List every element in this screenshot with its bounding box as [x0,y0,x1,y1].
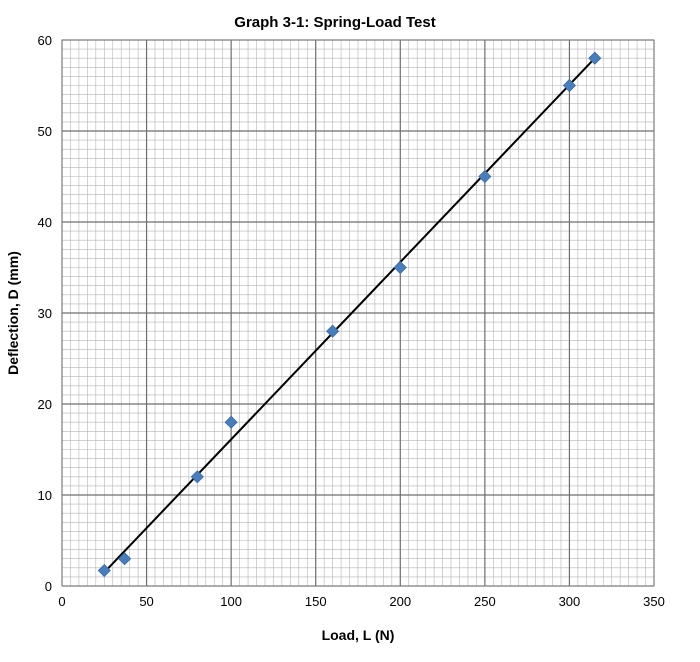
chart-title: Graph 3-1: Spring-Load Test [234,14,435,31]
x-tick-label: 300 [559,594,581,609]
y-tick-label: 10 [38,488,52,503]
y-tick-label: 30 [38,306,52,321]
data-point [478,169,492,184]
data-point [118,552,132,566]
x-tick-label: 0 [58,594,65,609]
x-axis-label: Load, L (N) [322,627,395,643]
data-point [190,470,204,484]
x-tick-label: 250 [474,594,496,609]
y-tick-label: 40 [38,215,52,230]
y-tick-label: 60 [38,33,52,48]
trendline [103,57,596,574]
y-tick-label: 20 [38,397,52,412]
x-tick-label: 50 [139,594,153,609]
y-tick-labels: 0 10 20 30 40 50 60 [38,33,52,594]
x-tick-label: 200 [389,594,411,609]
y-tick-label: 0 [45,579,52,594]
data-points [97,51,602,578]
data-point [326,324,340,338]
data-point [224,415,238,429]
data-point [393,260,407,275]
x-tick-label: 150 [305,594,327,609]
data-point [97,563,111,578]
data-point [588,51,602,65]
data-point [562,78,576,93]
plot-border [61,39,655,587]
x-tick-label: 100 [220,594,242,609]
y-axis-label: Deflection, D (mm) [5,251,21,375]
x-tick-labels: 0 50 100 150 200 250 300 350 [58,594,664,609]
y-tick-label: 50 [38,124,52,139]
x-tick-label: 350 [643,594,665,609]
